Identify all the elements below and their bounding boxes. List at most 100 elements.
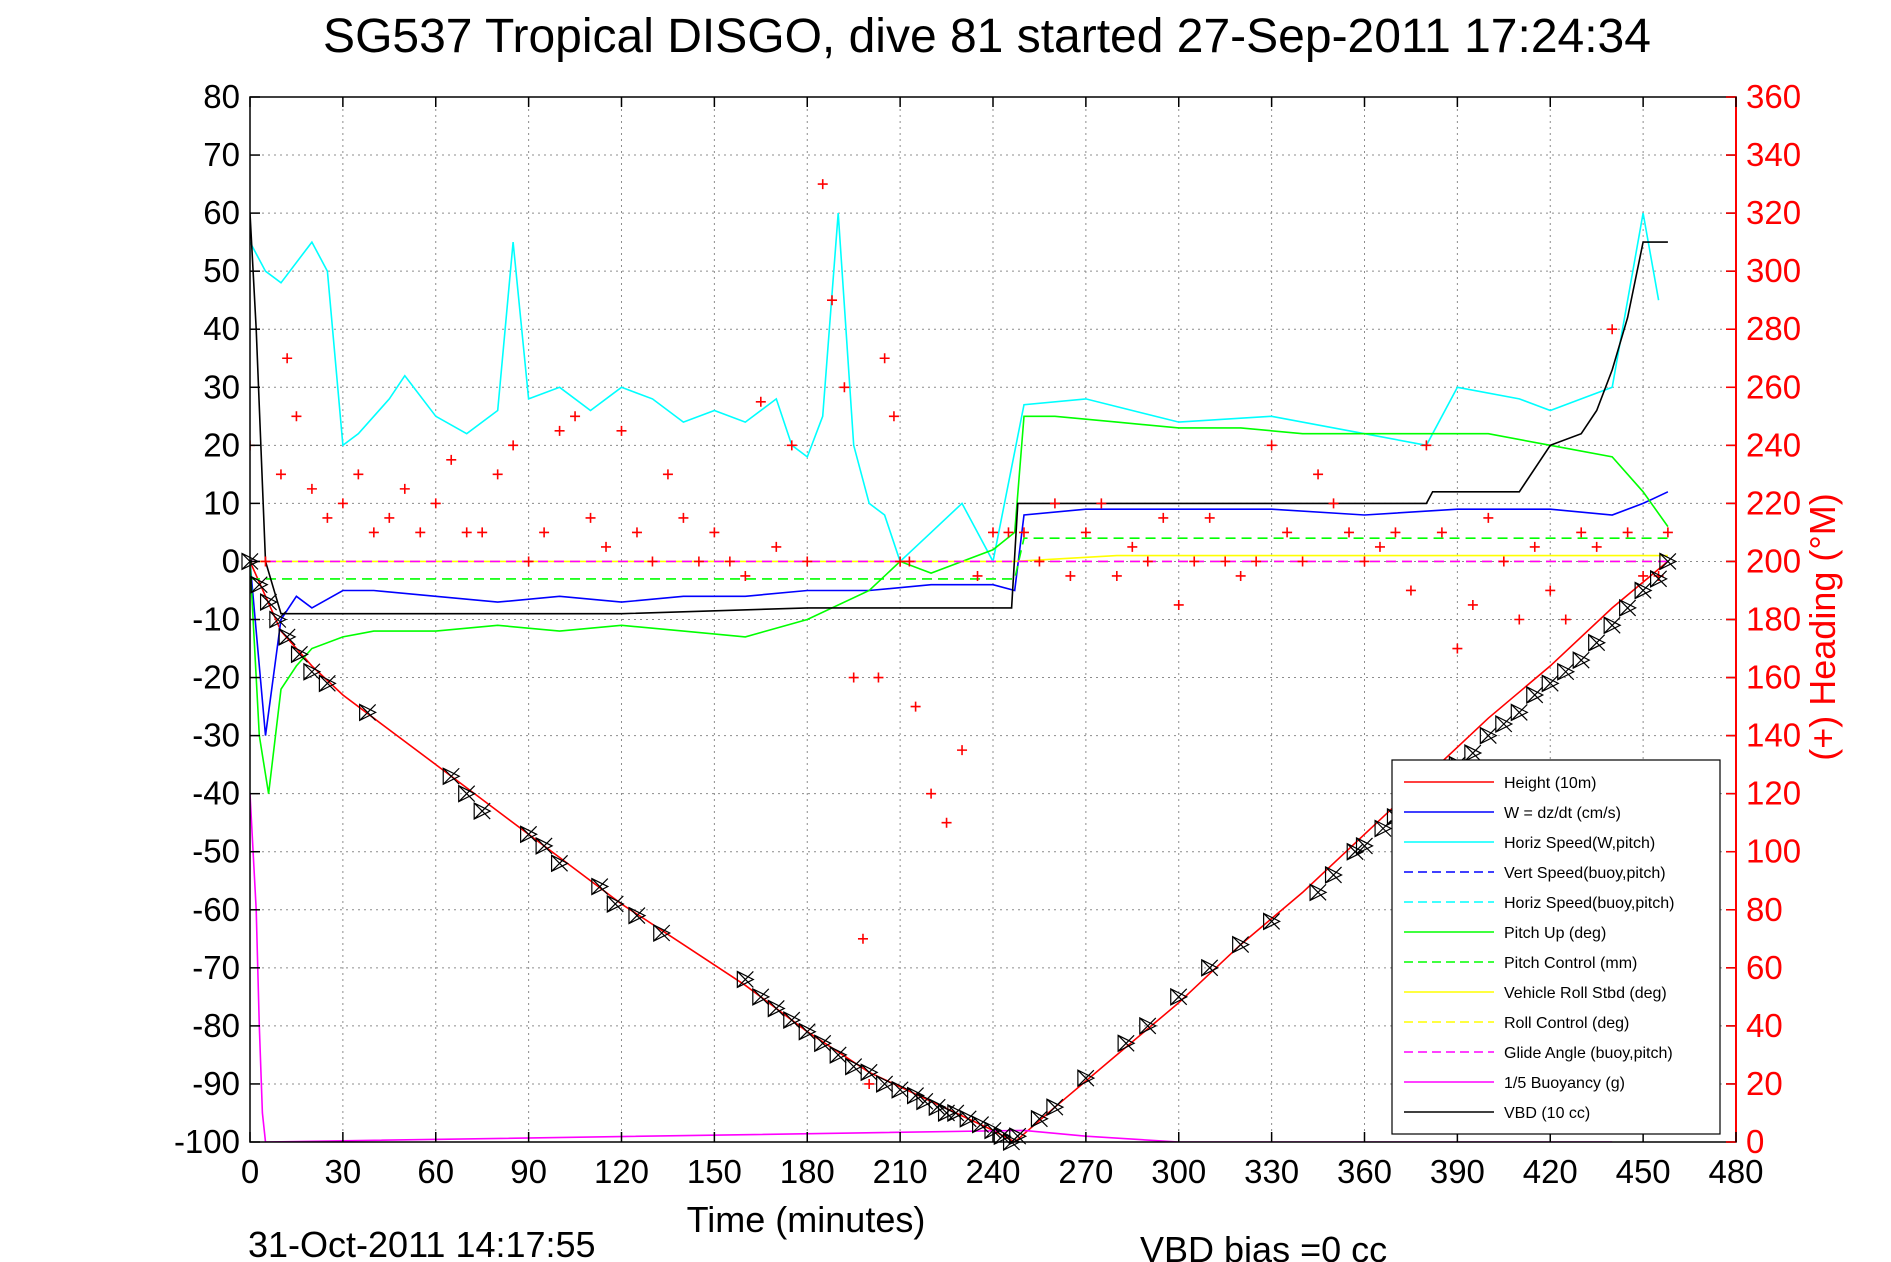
heading-marker [1359, 556, 1370, 567]
heading-marker [1638, 570, 1649, 581]
depth-marker [947, 1103, 966, 1122]
depth-marker [1572, 651, 1591, 670]
heading-marker [1282, 527, 1293, 538]
x-tick-label: 90 [510, 1153, 547, 1190]
heading-marker [446, 454, 457, 465]
heading-marker [1374, 541, 1385, 552]
depth-marker [783, 1011, 802, 1030]
left-tick-label: -40 [192, 775, 240, 812]
heading-marker [291, 411, 302, 422]
heading-marker [260, 556, 271, 567]
depth-marker [1355, 836, 1374, 855]
heading-marker [631, 527, 642, 538]
right-tick-label: 100 [1746, 833, 1801, 870]
legend-label: Pitch Control (mm) [1504, 955, 1637, 972]
heading-marker [1313, 469, 1324, 480]
heading-marker [1235, 570, 1246, 581]
depth-marker [798, 1022, 817, 1041]
heading-marker [957, 745, 968, 756]
x-tick-label: 60 [417, 1153, 454, 1190]
heading-marker [1467, 599, 1478, 610]
depth-marker [1030, 1109, 1049, 1128]
x-tick-label: 270 [1058, 1153, 1113, 1190]
series-line-horiz-speed-w-pitch [250, 212, 1660, 564]
heading-markers [250, 179, 1673, 1089]
depth-marker [290, 645, 309, 664]
right-tick-label: 60 [1746, 949, 1783, 986]
left-tick-label: 20 [203, 426, 240, 463]
heading-marker [1452, 643, 1463, 654]
right-tick-label: 20 [1746, 1065, 1783, 1102]
heading-marker [1545, 585, 1556, 596]
x-tick-label: 240 [965, 1153, 1020, 1190]
heading-marker [601, 541, 612, 552]
right-tick-label: 260 [1746, 368, 1801, 405]
depth-marker [959, 1109, 978, 1128]
depth-marker [814, 1034, 833, 1053]
heading-marker [322, 512, 333, 523]
depth-marker [250, 575, 269, 594]
left-tick-label: 40 [203, 310, 240, 347]
legend-label: Height (10m) [1504, 775, 1596, 792]
x-tick-label: 450 [1616, 1153, 1671, 1190]
depth-marker [1526, 686, 1545, 704]
depth-marker [1232, 935, 1251, 954]
heading-marker [839, 382, 850, 393]
legend: Height (10m) W = dz/dt (cm/s) Horiz Speed(… [1391, 759, 1721, 1135]
depth-marker [1346, 842, 1365, 861]
x-tick-label: 390 [1430, 1153, 1485, 1190]
depth-marker [767, 999, 786, 1018]
heading-marker [1591, 541, 1602, 552]
heading-marker [941, 817, 952, 828]
heading-marker [1204, 512, 1215, 523]
x-tick-label: 480 [1708, 1153, 1763, 1190]
heading-marker [1514, 614, 1525, 625]
left-tick-label: 10 [203, 484, 240, 521]
right-tick-label: 280 [1746, 310, 1801, 347]
legend-label: Roll Control (deg) [1504, 1015, 1629, 1032]
depth-marker [752, 987, 771, 1006]
heading-marker [1421, 440, 1432, 451]
heading-marker [384, 512, 395, 523]
heading-marker [873, 672, 884, 683]
x-tick-label: 330 [1244, 1153, 1299, 1190]
depth-marker [876, 1074, 894, 1093]
heading-marker [1390, 527, 1401, 538]
depth-marker [1659, 552, 1678, 571]
depth-marker [829, 1045, 848, 1064]
heading-marker [1529, 541, 1540, 552]
left-tick-label: -60 [192, 891, 240, 928]
depth-marker [845, 1057, 864, 1076]
heading-marker [1662, 527, 1673, 538]
heading-marker [662, 469, 673, 480]
heading-marker [895, 556, 906, 567]
left-tick-label: -10 [192, 601, 240, 638]
depth-marker [1324, 865, 1343, 884]
left-tick-label: 60 [203, 194, 240, 231]
x-axis-label: Time (minutes) [687, 1199, 926, 1240]
heading-marker [523, 556, 534, 567]
x-tick-label: 420 [1523, 1153, 1578, 1190]
right-tick-label: 240 [1746, 426, 1801, 463]
depth-marker [860, 1063, 879, 1082]
depth-marker [259, 593, 278, 612]
heading-marker [368, 527, 379, 538]
depth-marker [269, 610, 288, 629]
depth-marker [1464, 744, 1483, 762]
depth-marker [1077, 1069, 1096, 1088]
heading-marker [477, 527, 488, 538]
heading-marker [802, 556, 813, 567]
heading-marker [415, 527, 426, 538]
heading-marker [740, 570, 751, 581]
x-tick-label: 180 [780, 1153, 835, 1190]
heading-marker [1127, 541, 1138, 552]
heading-marker [1483, 512, 1494, 523]
right-tick-label: 200 [1746, 542, 1801, 579]
heading-marker [864, 1078, 875, 1089]
depth-marker [736, 970, 755, 989]
depth-marker [1541, 674, 1560, 693]
left-tick-label: -100 [174, 1123, 240, 1160]
heading-marker [988, 527, 998, 538]
heading-marker [282, 353, 293, 364]
